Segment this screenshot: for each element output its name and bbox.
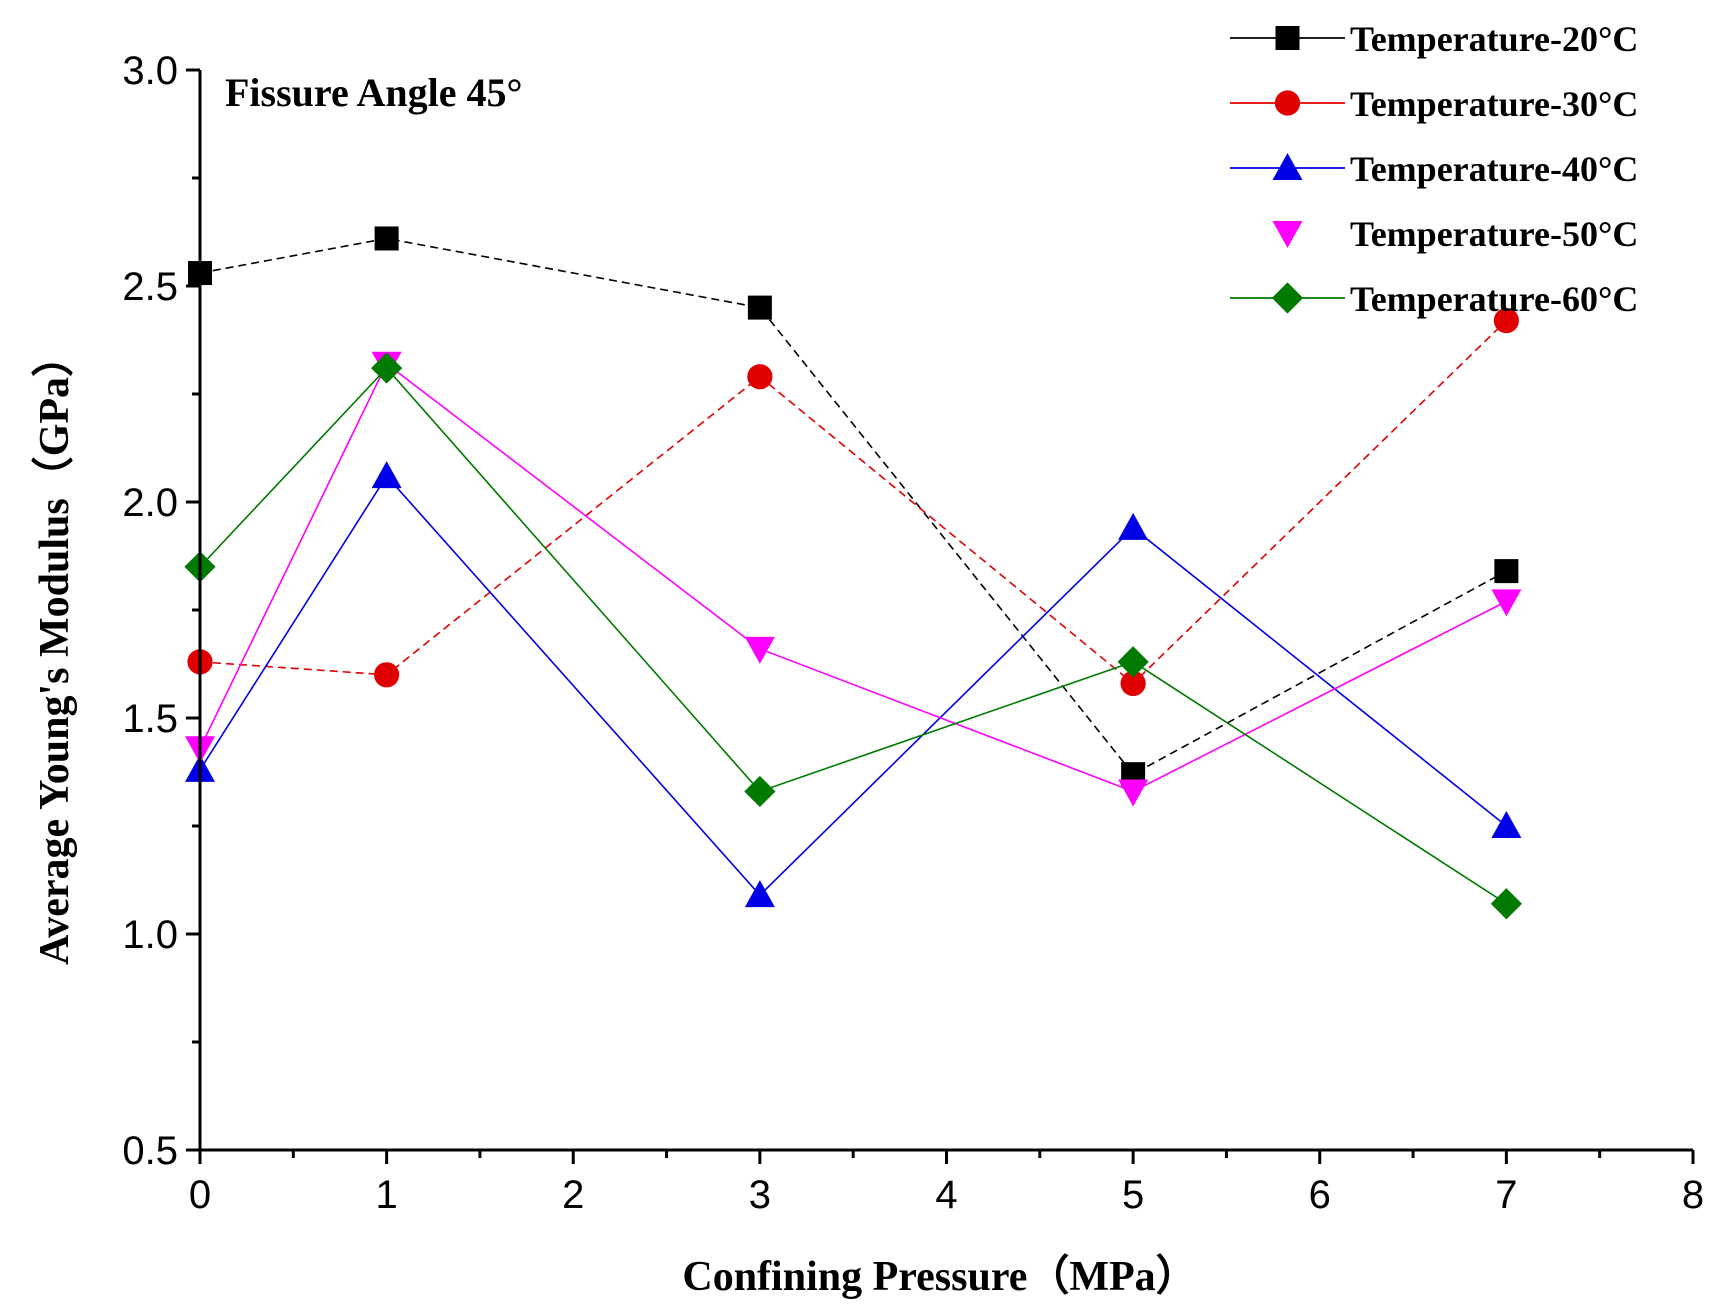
series-line <box>199 474 1507 897</box>
x-tick-label: 6 <box>1309 1173 1331 1217</box>
legend-marker <box>1272 221 1303 248</box>
x-tick-label: 7 <box>1495 1173 1517 1217</box>
y-tick-label: 1.5 <box>122 697 178 741</box>
legend-entry: Temperature-20°C <box>1230 19 1638 59</box>
series-line <box>199 237 1507 776</box>
legend-marker <box>1272 153 1303 180</box>
legend-entry: Temperature-60°C <box>1230 279 1638 319</box>
x-tick-label: 5 <box>1122 1173 1144 1217</box>
series-line <box>199 362 1507 793</box>
x-tick-label: 1 <box>376 1173 398 1217</box>
legend-label: Temperature-30°C <box>1350 84 1638 124</box>
y-tick-label: 2.5 <box>122 265 178 309</box>
data-point <box>374 226 399 251</box>
y-tick-label: 0.5 <box>122 1129 178 1173</box>
fissure-angle-annotation: Fissure Angle 45° <box>225 70 523 115</box>
series-temperature-30-c <box>187 307 1519 697</box>
legend-label: Temperature-60°C <box>1350 279 1638 319</box>
legend-marker <box>1274 90 1301 116</box>
x-tick-label: 0 <box>189 1173 211 1217</box>
x-axis-title: Confining Pressure（MPa） <box>682 1253 1197 1300</box>
x-tick-label: 4 <box>935 1173 957 1217</box>
legend-label: Temperature-20°C <box>1350 19 1638 59</box>
data-point <box>1494 559 1519 584</box>
x-tick-label: 3 <box>749 1173 771 1217</box>
legend-entry: Temperature-40°C <box>1230 149 1638 189</box>
y-tick-label: 2.0 <box>122 481 178 525</box>
data-point <box>1117 646 1149 678</box>
data-point <box>744 636 775 664</box>
data-point <box>1120 670 1146 697</box>
data-point <box>374 662 400 688</box>
legend-marker <box>1271 282 1304 314</box>
series-temperature-50-c <box>185 351 1522 807</box>
y-axis-title: Average Young's Modulus（GPa） <box>31 335 78 965</box>
x-tick-label: 2 <box>562 1173 584 1217</box>
data-point <box>1490 888 1522 920</box>
legend-label: Temperature-50°C <box>1350 214 1638 254</box>
data-point <box>371 352 403 384</box>
y-tick-label: 3.0 <box>122 49 178 93</box>
series-temperature-20-c <box>188 226 1519 787</box>
legend-marker <box>1275 26 1300 50</box>
series-line <box>199 366 1507 905</box>
data-point <box>371 461 402 489</box>
legend-entry: Temperature-50°C <box>1272 214 1638 254</box>
data-point <box>1493 307 1519 334</box>
data-point <box>1491 811 1522 838</box>
legend-label: Temperature-40°C <box>1350 149 1638 189</box>
data-point <box>744 880 775 908</box>
data-point <box>747 295 772 320</box>
data-point <box>744 775 776 808</box>
data-point <box>1491 589 1522 617</box>
data-point <box>1118 512 1149 540</box>
series-line <box>199 319 1507 685</box>
legend: Temperature-20°C Temperature-30°C Temperat… <box>1230 19 1638 319</box>
axes: 0 1 2 3 4 5 6 7 8 0.5 1.0 1.5 2.0 2.5 3.0 <box>122 49 1704 1217</box>
legend-entry: Temperature-30°C <box>1230 84 1638 124</box>
data-point <box>747 364 773 390</box>
data-point <box>1118 779 1149 807</box>
series-temperature-60-c <box>184 352 1522 920</box>
x-tick-label: 8 <box>1682 1173 1704 1217</box>
y-tick-label: 1.0 <box>122 913 178 957</box>
plot-area <box>184 226 1522 920</box>
